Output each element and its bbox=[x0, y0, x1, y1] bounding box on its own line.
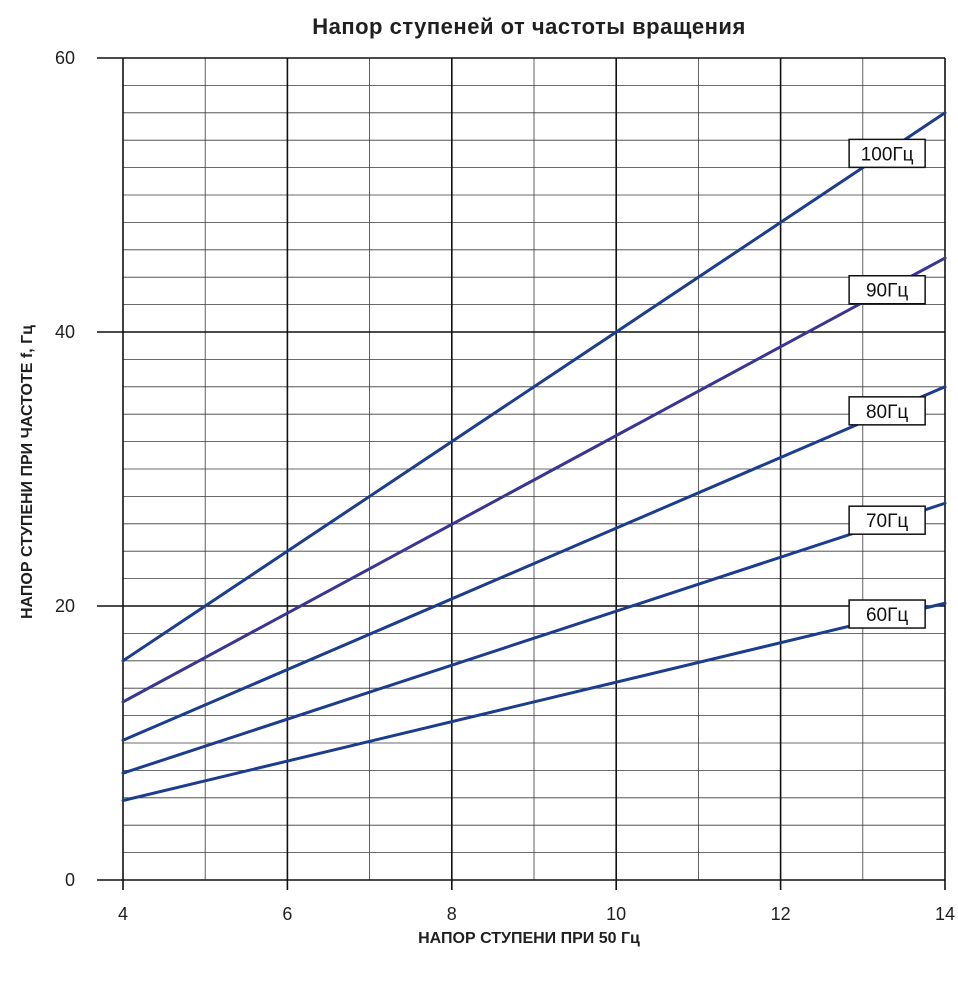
y-tick-label: 20 bbox=[55, 596, 75, 616]
series-line bbox=[121, 385, 947, 742]
series-label-box bbox=[848, 138, 926, 169]
y-tick-label: 0 bbox=[65, 870, 75, 890]
x-tick-label: 4 bbox=[118, 904, 128, 924]
series-label-text: 70Гц bbox=[866, 511, 908, 532]
y-tick-label: 60 bbox=[55, 48, 75, 68]
x-tick-label: 10 bbox=[606, 904, 626, 924]
chart-title: Напор ступеней от частоты вращения bbox=[312, 14, 746, 39]
series-label: 100Гц bbox=[848, 138, 926, 169]
x-tick-label: 6 bbox=[282, 904, 292, 924]
axes: 4 6 8 10 12 14 0 20 40 60 bbox=[55, 48, 955, 924]
x-tick-label: 14 bbox=[935, 904, 955, 924]
series-label-box bbox=[848, 505, 926, 535]
series-label-box bbox=[848, 396, 926, 426]
x-axis-title: НАПОР СТУПЕНИ ПРИ 50 Гц bbox=[418, 930, 640, 947]
x-tick-label: 12 bbox=[771, 904, 791, 924]
x-tick-label: 8 bbox=[447, 904, 457, 924]
series-label: 60Гц bbox=[848, 599, 926, 629]
series-labels: 100Гц 90Гц 80Гц 70Гц 60Гц bbox=[848, 138, 926, 629]
series-line bbox=[121, 601, 947, 803]
series-label-box bbox=[848, 274, 926, 305]
series-label-text: 100Гц bbox=[861, 144, 914, 165]
series-line bbox=[121, 501, 947, 775]
y-tick-label: 40 bbox=[55, 322, 75, 342]
series-label-text: 80Гц bbox=[866, 402, 908, 423]
series-label: 90Гц bbox=[848, 274, 926, 305]
series-label: 70Гц bbox=[848, 505, 926, 535]
series-label-box bbox=[848, 599, 926, 629]
series-label-text: 90Гц bbox=[866, 281, 908, 302]
series-line bbox=[121, 256, 947, 704]
series-line bbox=[121, 111, 947, 663]
series-label: 80Гц bbox=[848, 396, 926, 426]
series-lines bbox=[121, 111, 947, 803]
grid bbox=[122, 57, 946, 881]
series-label-text: 60Гц bbox=[866, 605, 908, 626]
y-axis-title: НАПОР СТУПЕНИ ПРИ ЧАСТОТЕ f, Гц bbox=[19, 324, 36, 620]
